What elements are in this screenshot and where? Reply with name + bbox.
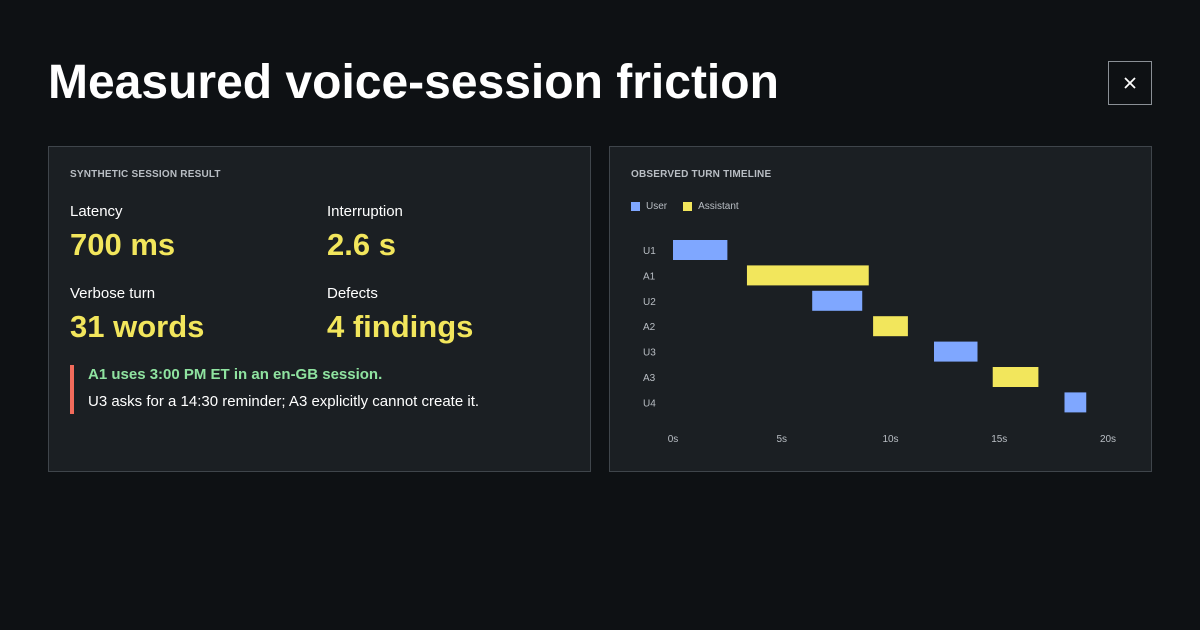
turn-label-a3: A3 xyxy=(643,373,656,384)
turn-bar-u2 xyxy=(812,290,863,311)
session-result-label: SYNTHETIC SESSION RESULT xyxy=(70,169,221,180)
turn-timeline-chart: U1 A1 U2 A2 U3 A3 U4 0s 5s 10s 15s 20s xyxy=(643,240,1116,445)
page-title: Measured voice-session friction xyxy=(48,56,779,109)
metric-value: 700 ms xyxy=(70,227,176,262)
metric-label: Defects xyxy=(327,285,378,302)
legend-label-user: User xyxy=(646,201,668,212)
turn-label-u2: U2 xyxy=(643,297,656,308)
turn-label-u1: U1 xyxy=(643,246,656,257)
legend-item-assistant: Assistant xyxy=(683,201,739,212)
finding-detail: U3 asks for a 14:30 reminder; A3 explici… xyxy=(88,393,480,410)
metric-label: Interruption xyxy=(327,203,403,220)
close-button[interactable] xyxy=(1108,61,1152,105)
turn-bar-a1 xyxy=(746,265,869,286)
x-tick-label: 20s xyxy=(1100,434,1116,445)
legend-swatch-assistant xyxy=(683,202,693,211)
turn-bar-u1 xyxy=(673,240,728,260)
legend-item-user: User xyxy=(631,201,667,212)
metric-label: Verbose turn xyxy=(70,285,156,302)
finding-headline: A1 uses 3:00 PM ET in an en-GB session. xyxy=(88,366,383,383)
metric-defects: Defects 4 findings xyxy=(327,285,567,345)
turn-label-u3: U3 xyxy=(643,348,656,359)
metric-label: Latency xyxy=(70,203,123,220)
legend-swatch-user xyxy=(631,202,640,211)
session-result-panel: SYNTHETIC SESSION RESULT Latency 700 ms … xyxy=(48,146,591,472)
x-tick-label: 5s xyxy=(776,434,787,445)
turn-timeline-label: OBSERVED TURN TIMELINE xyxy=(631,169,772,180)
x-tick-label: 0s xyxy=(668,434,679,445)
finding-callout: A1 uses 3:00 PM ET in an en-GB session. … xyxy=(70,365,560,414)
turn-timeline-panel: OBSERVED TURN TIMELINE User Assistant U1… xyxy=(609,146,1152,472)
metric-value: 2.6 s xyxy=(327,227,396,262)
metric-value: 31 words xyxy=(70,309,205,344)
turn-label-a2: A2 xyxy=(643,322,656,333)
turn-label-u4: U4 xyxy=(643,398,656,409)
metric-value: 4 findings xyxy=(327,309,474,344)
turn-bar-u3 xyxy=(934,341,978,362)
turn-label-a1: A1 xyxy=(643,271,656,282)
metric-verbose-turn: Verbose turn 31 words xyxy=(70,285,310,345)
chart-legend: User Assistant xyxy=(631,201,755,212)
turn-bar-u4 xyxy=(1064,392,1087,413)
x-tick-label: 10s xyxy=(882,434,898,445)
x-tick-label: 15s xyxy=(991,434,1007,445)
turn-bar-a3 xyxy=(992,367,1039,387)
turn-bar-a2 xyxy=(873,316,908,337)
legend-label-assistant: Assistant xyxy=(698,201,739,212)
close-icon xyxy=(1124,77,1136,89)
metric-interruption: Interruption 2.6 s xyxy=(327,203,567,263)
metric-latency: Latency 700 ms xyxy=(70,203,310,263)
